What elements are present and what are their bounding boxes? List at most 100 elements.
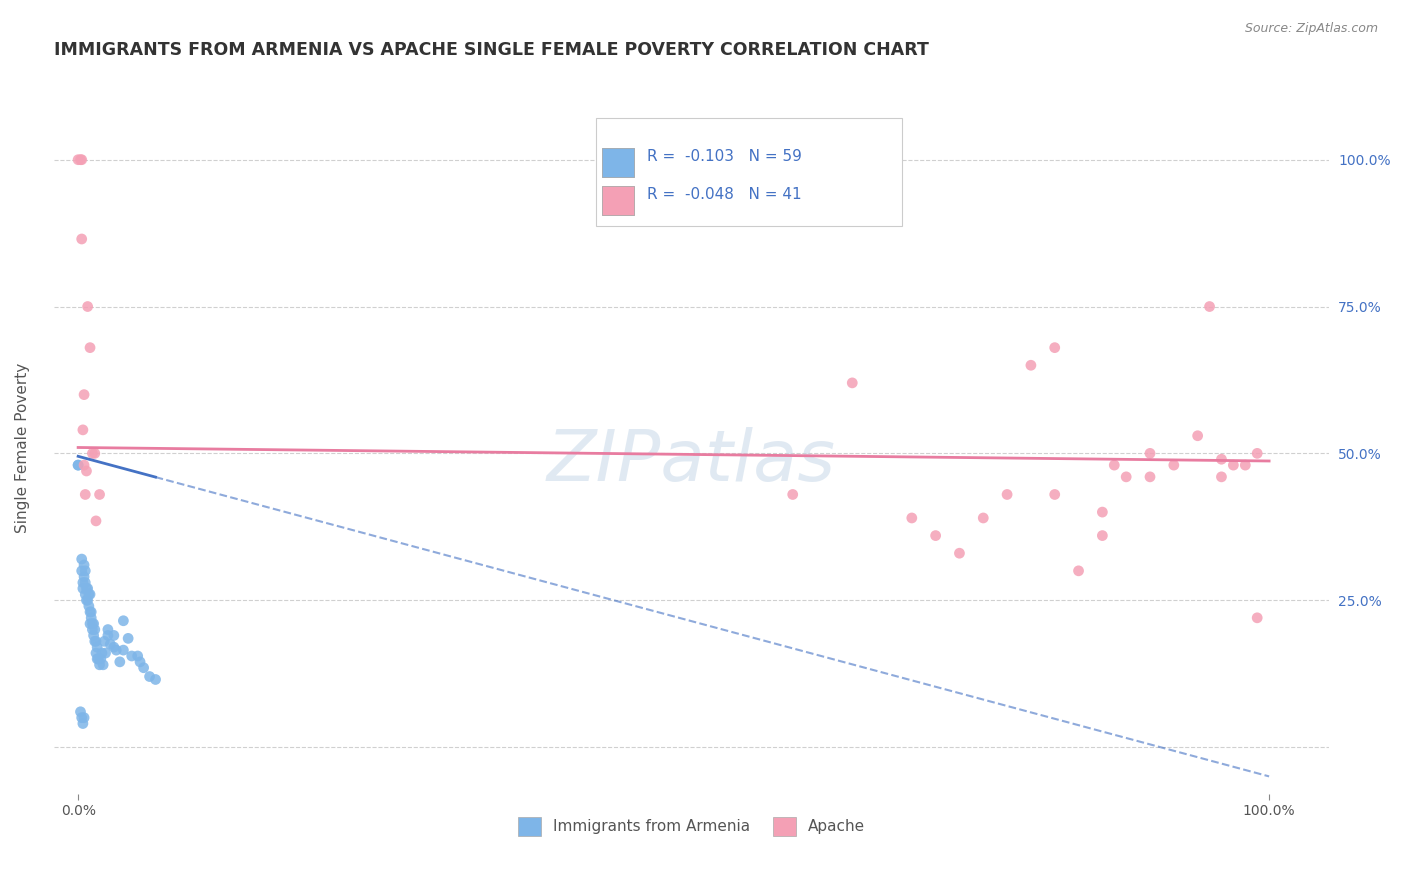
Point — [1067, 564, 1090, 578]
Point — [132, 661, 155, 675]
Point — [112, 643, 135, 657]
Point — [70, 153, 93, 167]
Point — [91, 646, 114, 660]
Point — [70, 232, 93, 246]
Point — [972, 511, 994, 525]
Point — [73, 558, 96, 572]
Point — [117, 632, 139, 646]
Point — [72, 423, 94, 437]
Point — [77, 599, 100, 613]
Point — [105, 643, 128, 657]
Point — [91, 657, 114, 672]
Point — [75, 587, 97, 601]
Point — [94, 646, 117, 660]
Point — [73, 711, 96, 725]
Point — [1246, 446, 1268, 460]
Point — [75, 593, 97, 607]
Point — [1019, 358, 1042, 372]
Point — [121, 648, 143, 663]
Point — [103, 628, 125, 642]
Point — [901, 511, 924, 525]
Point — [84, 646, 107, 660]
Point — [1104, 458, 1126, 472]
Point — [72, 716, 94, 731]
Point — [1198, 300, 1220, 314]
Point — [1222, 458, 1244, 472]
Point — [82, 623, 104, 637]
Point — [79, 341, 101, 355]
Point — [86, 640, 108, 655]
Point — [67, 458, 90, 472]
Point — [93, 634, 115, 648]
Point — [1187, 429, 1209, 443]
Point — [83, 616, 105, 631]
Point — [112, 614, 135, 628]
Point — [73, 570, 96, 584]
Legend: Immigrants from Armenia, Apache: Immigrants from Armenia, Apache — [512, 811, 872, 842]
Point — [75, 564, 97, 578]
Text: R =  -0.103   N = 59: R = -0.103 N = 59 — [647, 149, 801, 164]
Point — [1234, 458, 1257, 472]
Point — [80, 611, 103, 625]
Point — [76, 300, 98, 314]
Point — [76, 593, 98, 607]
FancyBboxPatch shape — [596, 119, 901, 226]
Point — [77, 587, 100, 601]
Point — [79, 605, 101, 619]
Y-axis label: Single Female Poverty: Single Female Poverty — [15, 362, 30, 533]
Point — [67, 153, 90, 167]
Point — [1043, 341, 1066, 355]
Point — [1091, 528, 1114, 542]
Point — [67, 458, 90, 472]
Point — [1211, 470, 1233, 484]
Point — [83, 446, 105, 460]
Point — [82, 616, 104, 631]
Point — [72, 582, 94, 596]
Point — [79, 587, 101, 601]
Point — [89, 657, 111, 672]
Point — [89, 487, 111, 501]
Point — [75, 582, 97, 596]
Point — [138, 669, 160, 683]
Text: IMMIGRANTS FROM ARMENIA VS APACHE SINGLE FEMALE POVERTY CORRELATION CHART: IMMIGRANTS FROM ARMENIA VS APACHE SINGLE… — [55, 41, 929, 60]
Point — [90, 652, 112, 666]
Point — [83, 628, 105, 642]
Point — [108, 655, 131, 669]
Point — [1139, 446, 1161, 460]
Point — [97, 623, 120, 637]
Point — [76, 582, 98, 596]
Point — [83, 634, 105, 648]
Point — [782, 487, 804, 501]
Point — [1163, 458, 1185, 472]
FancyBboxPatch shape — [602, 148, 634, 178]
Point — [948, 546, 970, 560]
Point — [79, 616, 101, 631]
Point — [145, 673, 167, 687]
Point — [70, 711, 93, 725]
Point — [80, 605, 103, 619]
Text: R =  -0.048   N = 41: R = -0.048 N = 41 — [647, 187, 801, 202]
Point — [98, 637, 121, 651]
Point — [70, 552, 93, 566]
Point — [103, 640, 125, 655]
Point — [69, 153, 91, 167]
Point — [841, 376, 863, 390]
Point — [995, 487, 1018, 501]
Point — [1115, 470, 1137, 484]
Point — [924, 528, 946, 542]
Text: Source: ZipAtlas.com: Source: ZipAtlas.com — [1244, 22, 1378, 36]
Point — [84, 514, 107, 528]
Point — [75, 575, 97, 590]
Point — [1139, 470, 1161, 484]
Point — [129, 655, 152, 669]
Point — [84, 634, 107, 648]
Point — [73, 387, 96, 401]
Point — [1043, 487, 1066, 501]
Point — [87, 652, 110, 666]
Point — [86, 652, 108, 666]
Point — [97, 628, 120, 642]
Point — [82, 446, 104, 460]
Point — [75, 487, 97, 501]
Point — [70, 564, 93, 578]
Point — [72, 575, 94, 590]
